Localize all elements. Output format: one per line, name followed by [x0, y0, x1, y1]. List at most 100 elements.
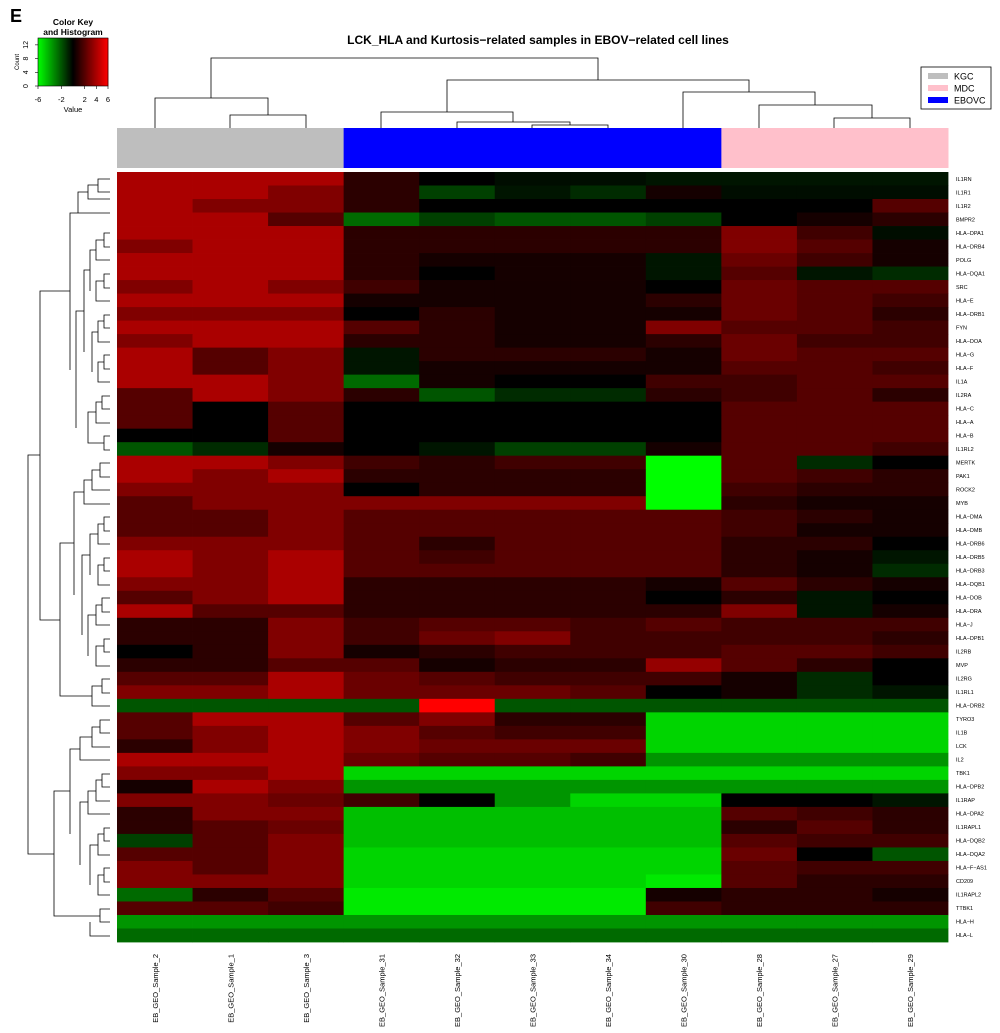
heatmap-cell [268, 766, 345, 781]
heatmap-cell [645, 320, 722, 335]
heatmap-cell [796, 779, 873, 794]
heatmap-cell [796, 887, 873, 902]
color-key-swatch [75, 38, 77, 86]
heatmap-cell [343, 401, 420, 416]
color-key-swatch [54, 38, 56, 86]
heatmap-cell [419, 766, 496, 781]
heatmap-cell [343, 442, 420, 457]
heatmap-cell [721, 658, 798, 673]
heatmap-cell [117, 320, 193, 335]
heatmap-cell [494, 239, 571, 254]
heatmap-cell [268, 347, 345, 362]
heatmap-cell [570, 887, 647, 902]
heatmap-cell [645, 901, 722, 916]
heatmap-cell [721, 833, 798, 848]
heatmap-cell [872, 415, 949, 430]
heatmap-cell [192, 712, 269, 727]
heatmap-cell [872, 266, 949, 281]
heatmap-cell [192, 334, 269, 349]
heatmap-cell [721, 617, 798, 632]
heatmap-cell [494, 793, 571, 808]
heatmap-cell [796, 644, 873, 659]
heatmap-cell [872, 820, 949, 835]
heatmap-cell [343, 793, 420, 808]
heatmap-cell [117, 766, 193, 781]
heatmap-cell [419, 307, 496, 321]
heatmap-cell [721, 860, 798, 875]
heatmap-cell [343, 752, 420, 767]
heatmap-cell [645, 455, 722, 470]
heatmap-cell [872, 590, 949, 605]
heatmap-cell [343, 928, 420, 943]
heatmap-cell [796, 388, 873, 403]
heatmap-cell [117, 455, 193, 470]
heatmap-cell [721, 563, 798, 578]
heatmap-cell [343, 671, 420, 686]
heatmap-cell [419, 293, 496, 308]
heatmap-cell [117, 901, 193, 916]
heatmap-cell [645, 550, 722, 565]
heatmap-cell [192, 604, 269, 619]
heatmap-cell [343, 590, 420, 605]
heatmap-cell [268, 293, 345, 308]
heatmap-cell [570, 307, 647, 321]
heatmap-cell [645, 698, 722, 713]
heatmap-cell [721, 212, 798, 227]
heatmap-cell [419, 833, 496, 848]
heatmap-cell [494, 658, 571, 673]
heatmap-cell [268, 779, 345, 794]
heatmap-cell [872, 766, 949, 781]
heatmap-cell [117, 698, 193, 713]
color-key-swatch [88, 38, 90, 86]
heatmap-cell [268, 604, 345, 619]
heatmap-cell [570, 604, 647, 619]
heatmap-cell [721, 820, 798, 835]
heatmap-cell [796, 415, 873, 430]
heatmap-cell [192, 226, 269, 240]
heatmap-cell [796, 685, 873, 700]
color-key-swatch [60, 38, 62, 86]
heatmap-cell [570, 874, 647, 889]
heatmap-cell [343, 388, 420, 403]
heatmap-cell [268, 928, 345, 943]
heatmap-cell [192, 347, 269, 362]
heatmap-cell [343, 361, 420, 376]
heatmap-cell [343, 617, 420, 632]
heatmap-cell [796, 671, 873, 686]
heatmap-cell [419, 185, 496, 200]
heatmap-cell [494, 172, 571, 186]
heatmap-cell [343, 239, 420, 254]
heatmap-cell [419, 752, 496, 767]
heatmap-cell [721, 334, 798, 349]
heatmap-cell [192, 793, 269, 808]
column-label: EB_GEO_Sample_31 [377, 954, 386, 1027]
heatmap-cell [192, 212, 269, 227]
heatmap-cell [721, 698, 798, 713]
heatmap-cell [872, 401, 949, 416]
heatmap-cell [117, 887, 193, 902]
heatmap-cell [419, 469, 496, 484]
heatmap-cell [645, 590, 722, 605]
row-label: HLA−DQA2 [956, 852, 985, 858]
heatmap-cell [343, 577, 420, 592]
heatmap-cell [419, 847, 496, 862]
color-key-y-tick-label: 8 [23, 57, 30, 61]
heatmap-cell [721, 779, 798, 794]
heatmap-cell [117, 563, 193, 578]
heatmap-cell [721, 374, 798, 389]
heatmap-cell [796, 428, 873, 443]
heatmap-cell [645, 361, 722, 376]
chart-title: LCK_HLA and Kurtosis−related samples in … [347, 33, 729, 47]
heatmap-cell [872, 185, 949, 200]
heatmap-cell [117, 874, 193, 889]
heatmap-cell [343, 199, 420, 213]
heatmap-cell [570, 698, 647, 713]
heatmap-cell [721, 766, 798, 781]
heatmap-cell [494, 577, 571, 592]
heatmap-cell [570, 739, 647, 754]
color-key-swatch [96, 38, 98, 86]
heatmap-cell [268, 253, 345, 267]
column-label: EB_GEO_Sample_32 [453, 954, 462, 1027]
heatmap-cell [872, 712, 949, 727]
heatmap-cell [117, 226, 193, 240]
